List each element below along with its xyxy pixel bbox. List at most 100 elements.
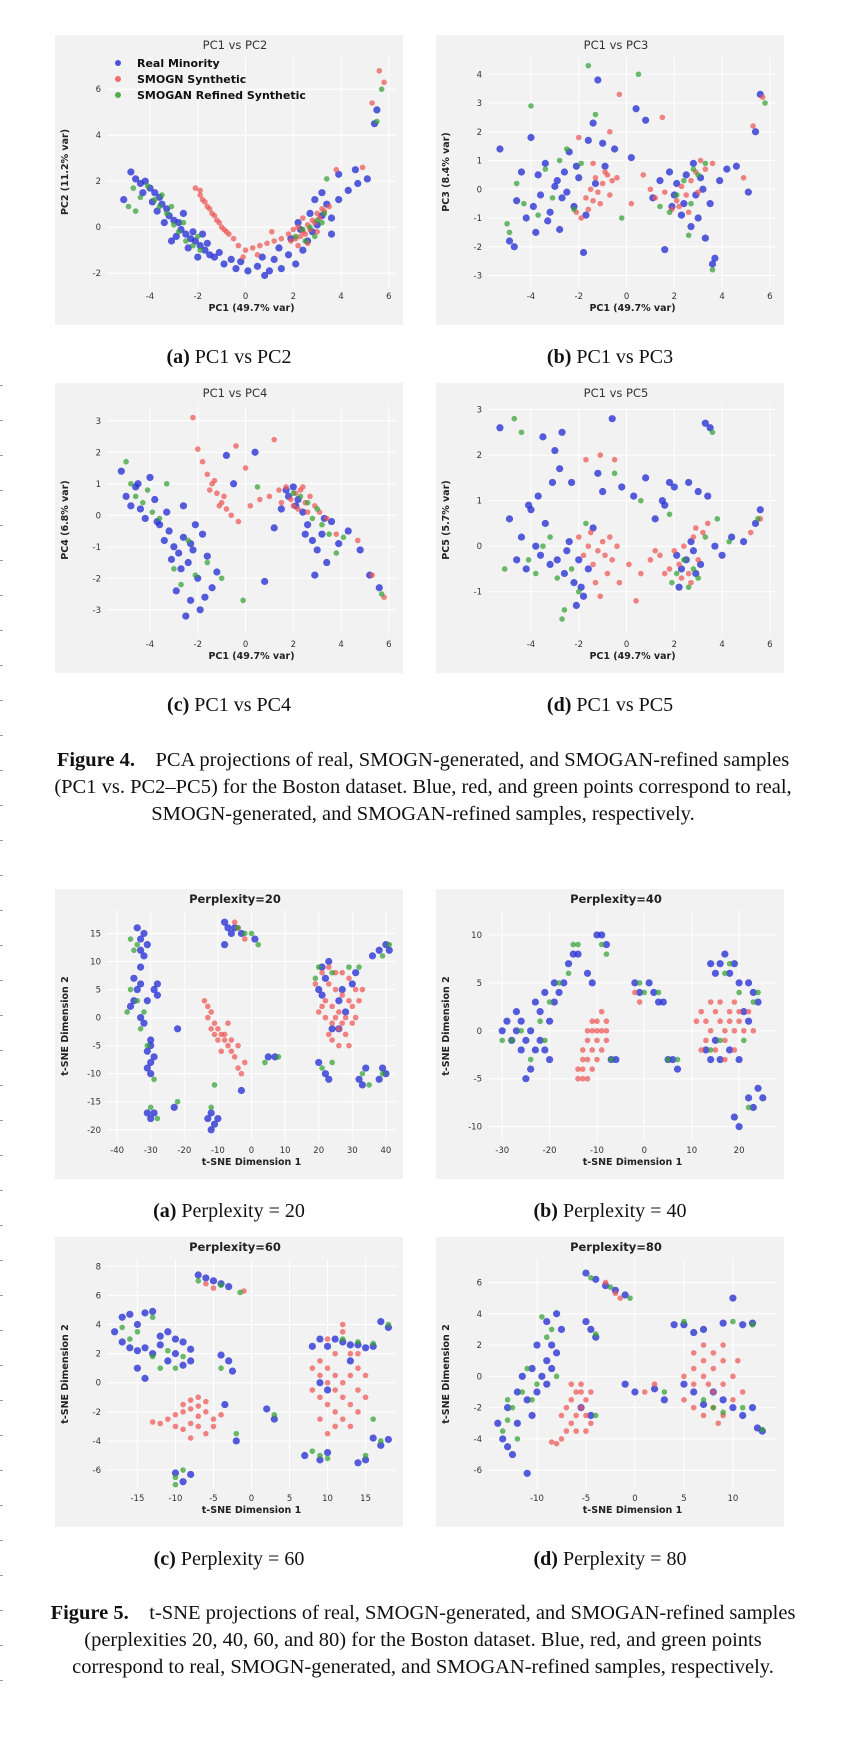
data-point-smogn [254,252,261,258]
data-point-real [284,251,293,259]
data-point-real [358,1081,366,1089]
data-point-smogn [199,458,206,465]
data-point-real [716,1055,724,1064]
data-point-real [187,1470,195,1479]
data-point-smogn [257,242,263,249]
data-point-smogn [616,91,623,98]
pca-panel-pc1-pc5: -4 -2 0 2 4 6 -1 0 1 2 3 PC1 vs PC5 PC1 (49.7% var) P… [436,383,784,673]
data-point-real [318,991,326,999]
x-axis-label: t-SNE Dimension 1 [202,1157,301,1168]
data-point-smogn [228,512,234,519]
data-point-smogan [172,1365,179,1371]
data-point-smogn [324,1336,331,1342]
data-point-real [170,543,178,551]
data-point-real [618,483,626,491]
data-point-real [582,211,590,219]
subcaption-4c: (c) PC1 vs PC4 [167,694,291,716]
data-point-smogn [208,1026,214,1032]
data-point-real [184,558,192,567]
data-point-real [323,1449,332,1457]
data-point-smogn [201,997,208,1004]
data-point-smogan [695,575,701,581]
data-point-real [227,255,235,263]
data-point-smogan [183,238,189,244]
data-point-smogan [529,1397,535,1403]
data-point-smogan [592,1331,599,1337]
data-point-real [527,1065,535,1073]
data-point-real [550,979,558,987]
x-tick-label: 0 [632,1494,637,1504]
data-point-smogan [309,1448,316,1454]
data-point-smogan [681,1318,687,1325]
pca-panel-pc1-pc2: -4 -2 0 2 4 6 -2 0 2 4 6 PC1 vs PC2 PC1 (49.7% var) P… [55,35,403,325]
data-point-real [227,929,235,938]
y-tick-label: -4 [474,1435,482,1445]
data-point-real [534,171,542,179]
data-point-smogn [203,1409,209,1415]
data-point-smogan [151,196,158,203]
data-point-smogn [339,1328,346,1335]
data-point-smogn [575,534,582,540]
data-point-smogn [584,1027,591,1034]
data-point-smogn [597,200,604,207]
data-point-smogan [156,203,163,210]
data-point-real [730,1113,738,1121]
x-tick-label: 0 [249,1146,254,1156]
data-point-smogan [208,1104,214,1111]
data-point-smogn [712,1047,719,1053]
data-point-smogn [314,229,320,235]
series-smogn [192,68,387,260]
data-point-real [601,162,609,170]
data-point-smogn [617,1295,624,1301]
data-point-real [723,165,731,173]
data-point-real [612,1055,620,1064]
data-point-smogn [349,1003,356,1010]
data-point-real [184,244,192,252]
data-point-smogn [690,1365,697,1372]
data-point-smogan [304,499,311,506]
data-point-smogn [339,1394,346,1401]
data-point-smogn [640,172,647,178]
data-point-real [543,1357,551,1365]
data-point-real [348,980,356,988]
data-point-smogn [355,1387,361,1393]
data-point-real [147,1114,155,1123]
data-point-real [133,985,141,994]
y-tick-label: 0 [96,223,101,233]
data-point-smogn [347,1401,354,1408]
data-point-real [318,189,326,197]
data-point-real [346,1341,354,1349]
subcaption-5c: (c) Perplexity = 60 [153,1548,305,1570]
data-point-real [699,1325,708,1334]
data-point-smogan [168,203,175,210]
data-point-smogn [703,1018,709,1025]
data-point-smogan [709,266,716,273]
series-real [496,415,764,609]
data-point-real [513,1388,521,1396]
data-point-smogan [528,103,534,109]
series-smogan [123,458,385,604]
data-point-real [599,139,607,147]
data-point-smogan [356,964,362,970]
data-point-smogn [722,1056,728,1063]
data-point-smogan [362,1452,369,1459]
data-point-smogn [578,1404,584,1411]
data-point-real [375,1075,383,1083]
data-point-smogn [666,566,673,572]
data-point-smogn [590,561,596,568]
y-tick-label: 2 [96,1350,101,1360]
data-point-real [191,237,199,245]
data-point-smogn [231,919,238,926]
data-point-smogn [676,561,682,568]
data-point-real [513,556,521,564]
data-point-real [179,1478,187,1486]
data-point-real [207,1126,215,1134]
data-point-real [321,974,330,982]
x-tick-label: 2 [672,640,677,650]
data-point-real [173,1025,182,1033]
data-point-smogn [197,187,203,194]
data-point-smogan [137,194,144,201]
data-point-real [753,1424,762,1432]
data-point-smogan [171,566,177,572]
data-point-real [196,242,204,250]
